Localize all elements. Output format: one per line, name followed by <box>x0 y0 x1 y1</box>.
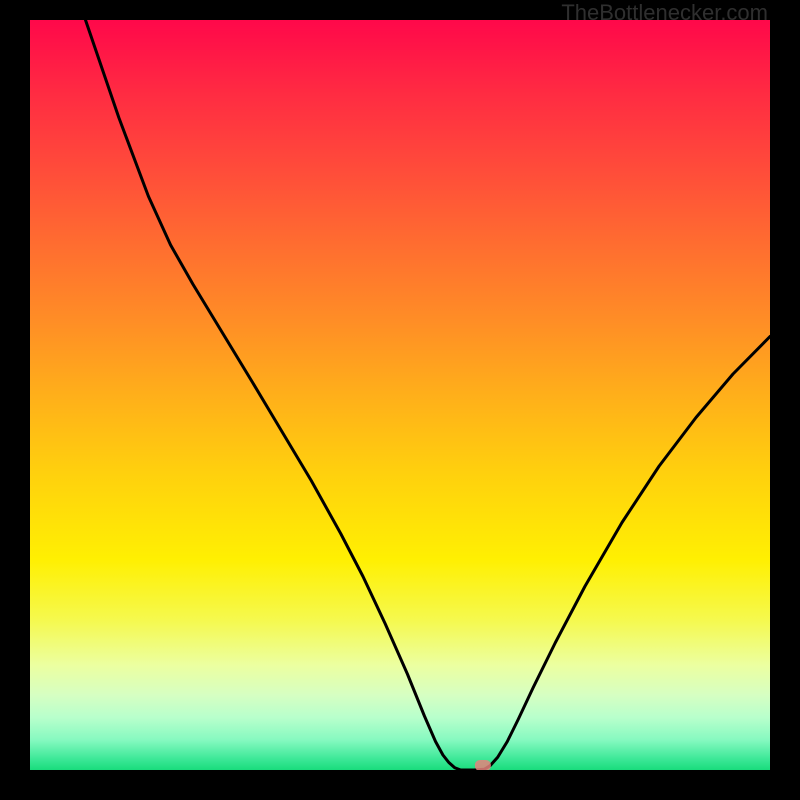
frame-border-right <box>770 0 800 800</box>
curve-layer <box>30 20 770 770</box>
frame-border-left <box>0 0 30 800</box>
bottleneck-curve <box>86 20 771 770</box>
chart-root: TheBottlenecker.com <box>0 0 800 800</box>
optimum-marker <box>475 760 491 770</box>
frame-border-bottom <box>0 770 800 800</box>
plot-area <box>30 20 770 770</box>
watermark-text: TheBottlenecker.com <box>561 0 768 26</box>
